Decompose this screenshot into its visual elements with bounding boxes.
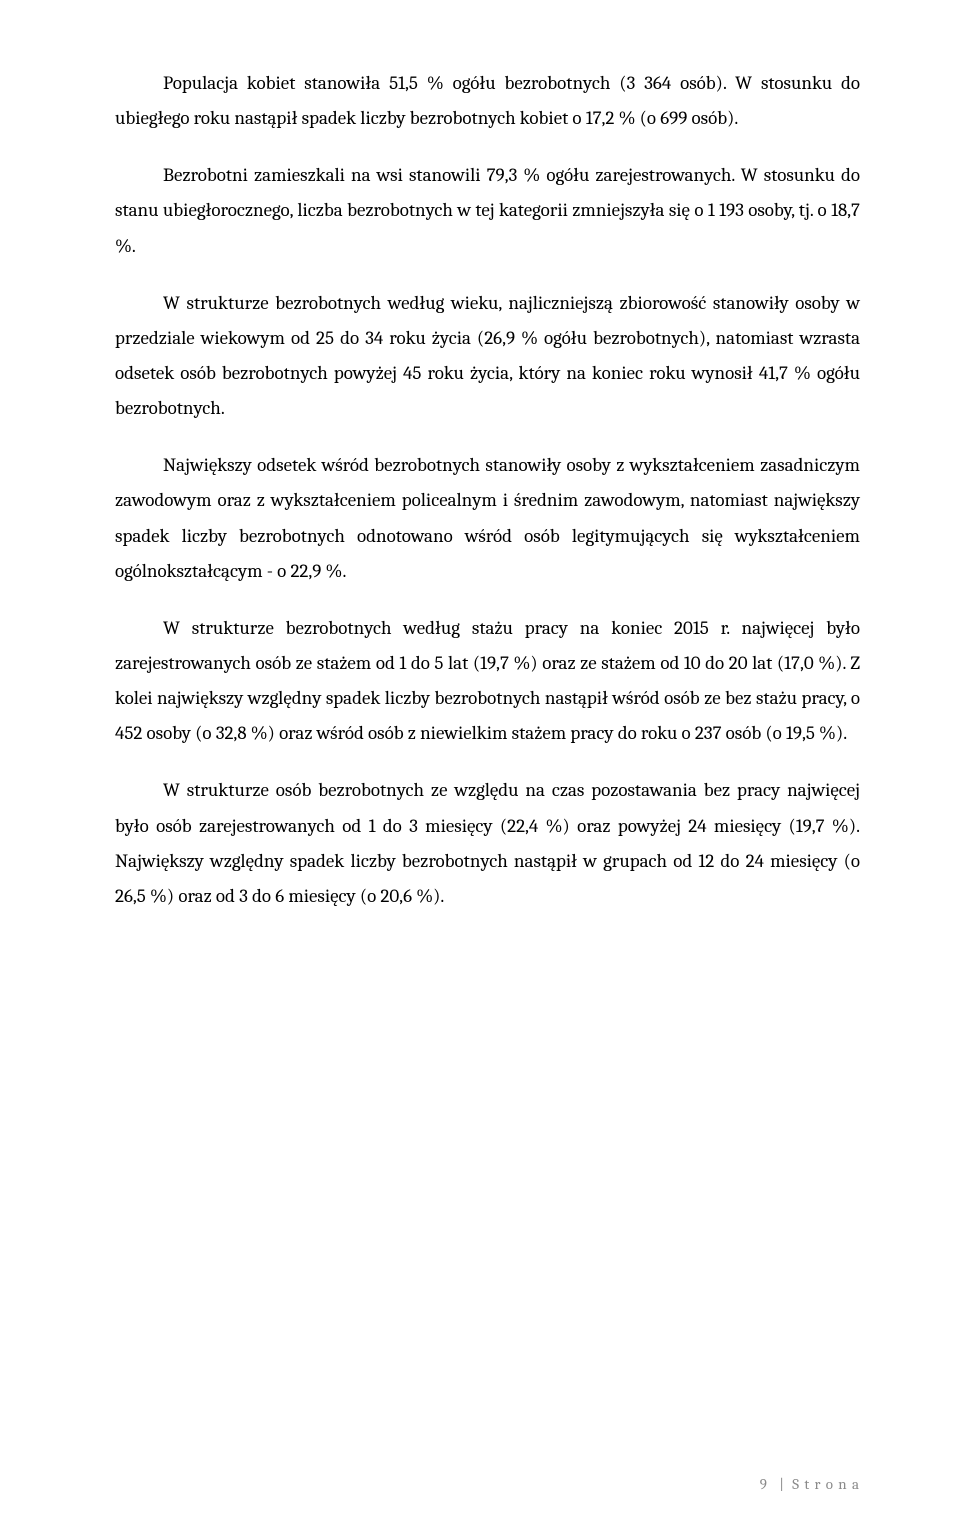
page-number: 9	[760, 1475, 768, 1493]
paragraph-6: W strukturze osób bezrobotnych ze względ…	[115, 773, 860, 914]
paragraph-2: Bezrobotni zamieszkali na wsi stanowili …	[115, 158, 860, 263]
paragraph-3: W strukturze bezrobotnych według wieku, …	[115, 286, 860, 427]
document-page: Populacja kobiet stanowiła 51,5 % ogółu …	[0, 0, 960, 1537]
footer-separator: |	[779, 1475, 785, 1493]
paragraph-4: Największy odsetek wśród bezrobotnych st…	[115, 448, 860, 589]
paragraph-1: Populacja kobiet stanowiła 51,5 % ogółu …	[115, 66, 860, 136]
paragraph-5: W strukturze bezrobotnych według stażu p…	[115, 611, 860, 752]
footer-label: S t r o n a	[792, 1475, 860, 1493]
page-footer: 9 | S t r o n a	[760, 1475, 860, 1493]
